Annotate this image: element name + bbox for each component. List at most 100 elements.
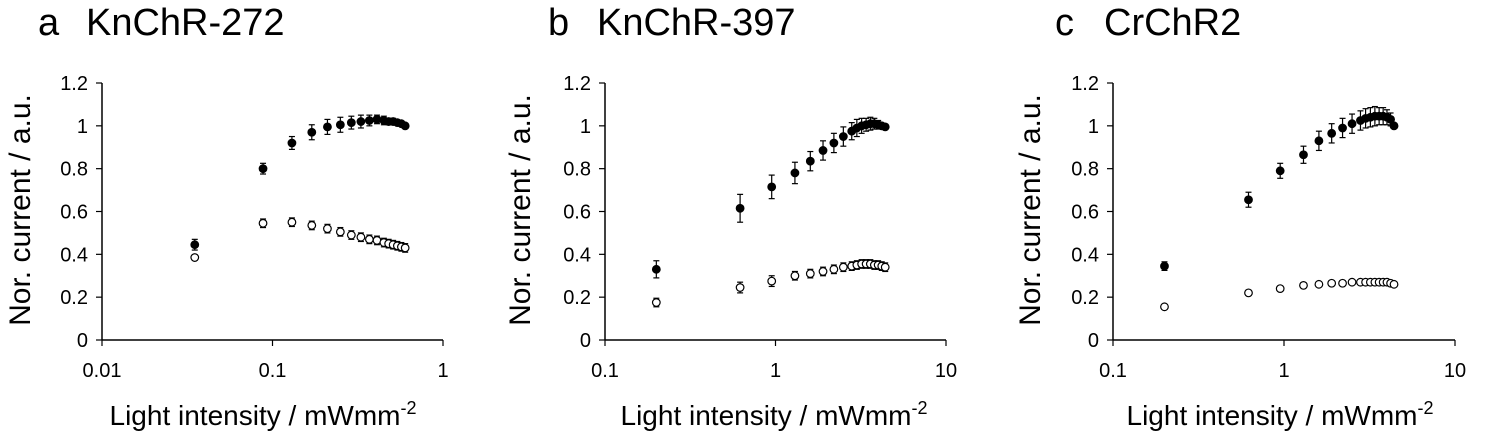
- panel-c-filled-point: [1299, 150, 1308, 160]
- panel-a-filled-point: [400, 121, 410, 131]
- panel-a-ytick-label: 0: [77, 330, 88, 352]
- panel-b-open-point: [651, 298, 661, 307]
- panel-c-ytick-label: 0.8: [1071, 159, 1099, 181]
- panel-a-xtick-label: 0.01: [83, 360, 122, 382]
- panel-b-ytick-label: 0.4: [563, 244, 591, 266]
- panel-a-open-point: [307, 221, 317, 230]
- panel-b-ytick-label: 0: [580, 330, 591, 352]
- panel-c-filled-point: [1347, 119, 1357, 129]
- panel-c-xtick-label: 10: [1444, 360, 1466, 382]
- panel-c-ytick-label: 0.6: [1071, 202, 1099, 224]
- panel-a-plot: 0 0.2 0.4 0.6 0.8 1 1.2 0.01 0.1 1: [60, 73, 448, 382]
- panel-c-ylabel: Nor. current / a.u.: [1014, 94, 1047, 326]
- panel-b-filled-point: [735, 203, 745, 213]
- panel-c-filled-point: [1244, 195, 1253, 205]
- panel-c-filled-point: [1160, 261, 1169, 271]
- panel-c-filled-point: [1327, 128, 1337, 138]
- panel-b-open-point: [829, 264, 839, 274]
- panel-b-xtick-label: 1: [770, 360, 781, 382]
- panel-b-ytick-label: 0.6: [563, 202, 591, 224]
- panel-b-plot: 0 0.2 0.4 0.6 0.8 1 1.2 0.1 1 10: [563, 73, 957, 382]
- panel-c-xtick-label: 1: [1278, 360, 1289, 382]
- panel-a-ytick-label: 0.8: [60, 159, 88, 181]
- panel-c-ytick-label: 0: [1088, 330, 1099, 352]
- panel-b-open-point: [818, 267, 828, 276]
- panel-a-xlabel-main: Light intensity / mWmm: [110, 400, 401, 431]
- panel-c-filled-point: [1314, 136, 1324, 146]
- panel-a-filled-point: [346, 118, 356, 128]
- panel-b-open-point: [880, 262, 890, 272]
- panel-a: a KnChR-272 Nor. current / a.u. Light in…: [4, 2, 449, 431]
- panel-a-xtick-label: 0.1: [259, 360, 287, 382]
- panel-b-filled-point: [829, 138, 839, 148]
- panel-c-xlabel-main: Light intensity / mWmm: [1127, 400, 1418, 431]
- panel-b-open-point: [805, 269, 815, 279]
- panel-c-open-point: [1389, 279, 1399, 289]
- panel-b-xlabel-sup: -2: [911, 398, 927, 418]
- panel-a-xlabel-sup: -2: [400, 398, 416, 418]
- panel-c-title: CrChR2: [1104, 2, 1241, 44]
- panel-c-plot: 0 0.2 0.4 0.6 0.8 1 1.2 0.1 1 10: [1071, 73, 1466, 382]
- panel-a-filled-point: [364, 116, 374, 125]
- panel-b-ytick-label: 0.2: [563, 287, 591, 309]
- panel-c-label: c: [1055, 2, 1074, 44]
- panel-c-filled-point: [1275, 166, 1285, 176]
- panel-a-open-point: [258, 218, 268, 228]
- panel-c-ytick-label: 0.2: [1071, 287, 1099, 309]
- panel-c-open-point: [1244, 288, 1253, 298]
- panel-a-ytick-label: 0.6: [60, 202, 88, 224]
- panel-a-filled-point: [323, 122, 332, 132]
- panel-c-open-point: [1338, 278, 1347, 288]
- panel-a-label: a: [38, 2, 60, 44]
- panel-b: b KnChR-397 Nor. current / a.u. Light in…: [504, 2, 957, 431]
- panel-b-open-point: [790, 271, 800, 281]
- panel-a-ytick-label: 1.2: [60, 73, 88, 95]
- panel-c-xlabel-sup: -2: [1417, 398, 1433, 418]
- panel-a-ytick-label: 0.2: [60, 287, 88, 309]
- panel-a-open-point: [323, 224, 332, 234]
- panel-b-filled-point: [651, 264, 661, 274]
- panel-a-title: KnChR-272: [86, 2, 285, 44]
- panel-a-open-point: [335, 227, 345, 237]
- panel-c-open-point: [1275, 284, 1285, 294]
- panel-b-title: KnChR-397: [597, 2, 796, 44]
- panel-a-filled-point: [307, 127, 317, 137]
- panel-a-ytick-label: 0.4: [60, 244, 88, 266]
- panel-b-ytick-label: 1: [580, 116, 591, 138]
- panel-c-xlabel: Light intensity / mWmm-2: [1127, 398, 1434, 431]
- panel-c-ytick-label: 1: [1088, 116, 1099, 138]
- panel-b-filled-point: [767, 182, 777, 192]
- panel-c-xtick-label: 0.1: [1099, 360, 1127, 382]
- panel-c-open-point: [1314, 279, 1324, 289]
- panel-b-filled-point: [790, 168, 800, 178]
- panel-a-filled-point: [258, 164, 268, 174]
- panel-b-filled-point: [805, 156, 815, 166]
- panel-b-xtick-label: 10: [935, 360, 957, 382]
- panel-a-open-point: [400, 243, 410, 253]
- panel-a-open-point: [287, 217, 297, 227]
- panel-c-ytick-label: 1.2: [1071, 73, 1099, 95]
- panel-c-filled-point: [1389, 121, 1399, 131]
- panel-b-xlabel: Light intensity / mWmm-2: [621, 398, 928, 431]
- panel-a-open-point: [346, 230, 356, 240]
- panel-c: c CrChR2 Nor. current / a.u. Light inten…: [1014, 2, 1466, 431]
- panel-a-ytick-label: 1: [77, 116, 88, 138]
- panel-a-filled-point: [287, 138, 297, 148]
- panel-b-open-point: [735, 283, 745, 292]
- panel-a-open-point: [190, 253, 200, 262]
- panel-c-ytick-label: 0.4: [1071, 244, 1099, 266]
- panel-b-ytick-label: 0.8: [563, 159, 591, 181]
- panel-c-open-point: [1327, 278, 1337, 288]
- panel-a-open-point: [356, 232, 366, 242]
- panel-b-xtick-label: 0.1: [591, 360, 619, 382]
- panel-b-ytick-label: 1.2: [563, 73, 591, 95]
- panel-b-ylabel: Nor. current / a.u.: [504, 94, 537, 326]
- panel-a-filled-point: [356, 117, 366, 126]
- panel-c-open-point: [1160, 302, 1169, 312]
- panel-b-filled-point: [838, 132, 848, 141]
- panel-b-filled-point: [818, 146, 828, 155]
- panel-b-open-point: [767, 276, 777, 286]
- panel-b-xlabel-main: Light intensity / mWmm: [621, 400, 912, 431]
- panel-a-xlabel: Light intensity / mWmm-2: [110, 398, 417, 431]
